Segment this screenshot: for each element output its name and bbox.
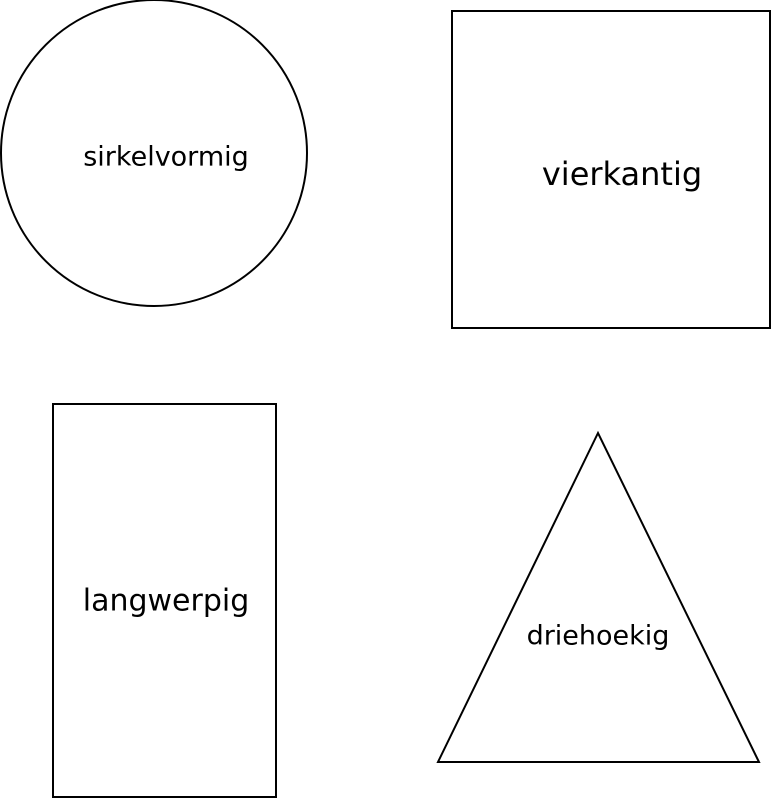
- rectangle-label: langwerpig: [83, 584, 250, 619]
- triangle-shape: [436, 430, 761, 763]
- square-label: vierkantig: [542, 155, 702, 193]
- square-shape-group: vierkantig: [451, 10, 771, 329]
- circle-label: sirkelvormig: [83, 142, 249, 173]
- square-shape: [451, 10, 771, 329]
- rectangle-shape: [52, 403, 277, 798]
- rectangle-shape-group: langwerpig: [52, 403, 277, 798]
- circle-shape: [0, 0, 308, 307]
- circle-shape-group: sirkelvormig: [0, 0, 308, 307]
- triangle-shape-group: driehoekig: [436, 430, 761, 763]
- triangle-label: driehoekig: [527, 621, 670, 652]
